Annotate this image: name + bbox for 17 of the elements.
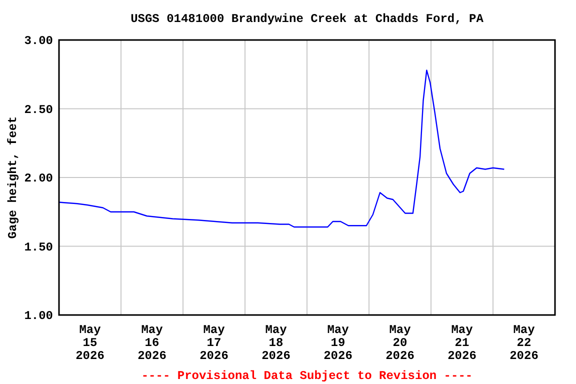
y-tick-label: 2.00 [24, 172, 53, 186]
x-tick-label: May 16 2026 [138, 323, 166, 363]
text: ---- Provisional Data Subject to Revision ---- [141, 369, 473, 383]
chart-title: USGS 01481000 Brandywine Creek at Chadds Ford, PA [130, 12, 484, 26]
y-tick-label: 3.00 [24, 34, 53, 48]
x-tick-label: May 19 2026 [324, 323, 352, 363]
y-tick-label: 2.50 [24, 102, 53, 117]
y-tick-label: 1.50 [24, 240, 53, 254]
line-series [58, 70, 505, 228]
x-tick-label: May 21 2026 [448, 323, 476, 363]
x-tick-label: May 17 2026 [200, 323, 228, 363]
y-tick-label: 1.00 [24, 309, 53, 324]
x-tick-label: May 15 2026 [76, 323, 104, 363]
x-tick-label: May 22 2026 [510, 323, 538, 363]
x-tick-label: May 20 2026 [386, 323, 414, 363]
y-axis-title: Gage height, feet [6, 116, 20, 239]
x-tick-label: May 18 2026 [262, 323, 290, 363]
